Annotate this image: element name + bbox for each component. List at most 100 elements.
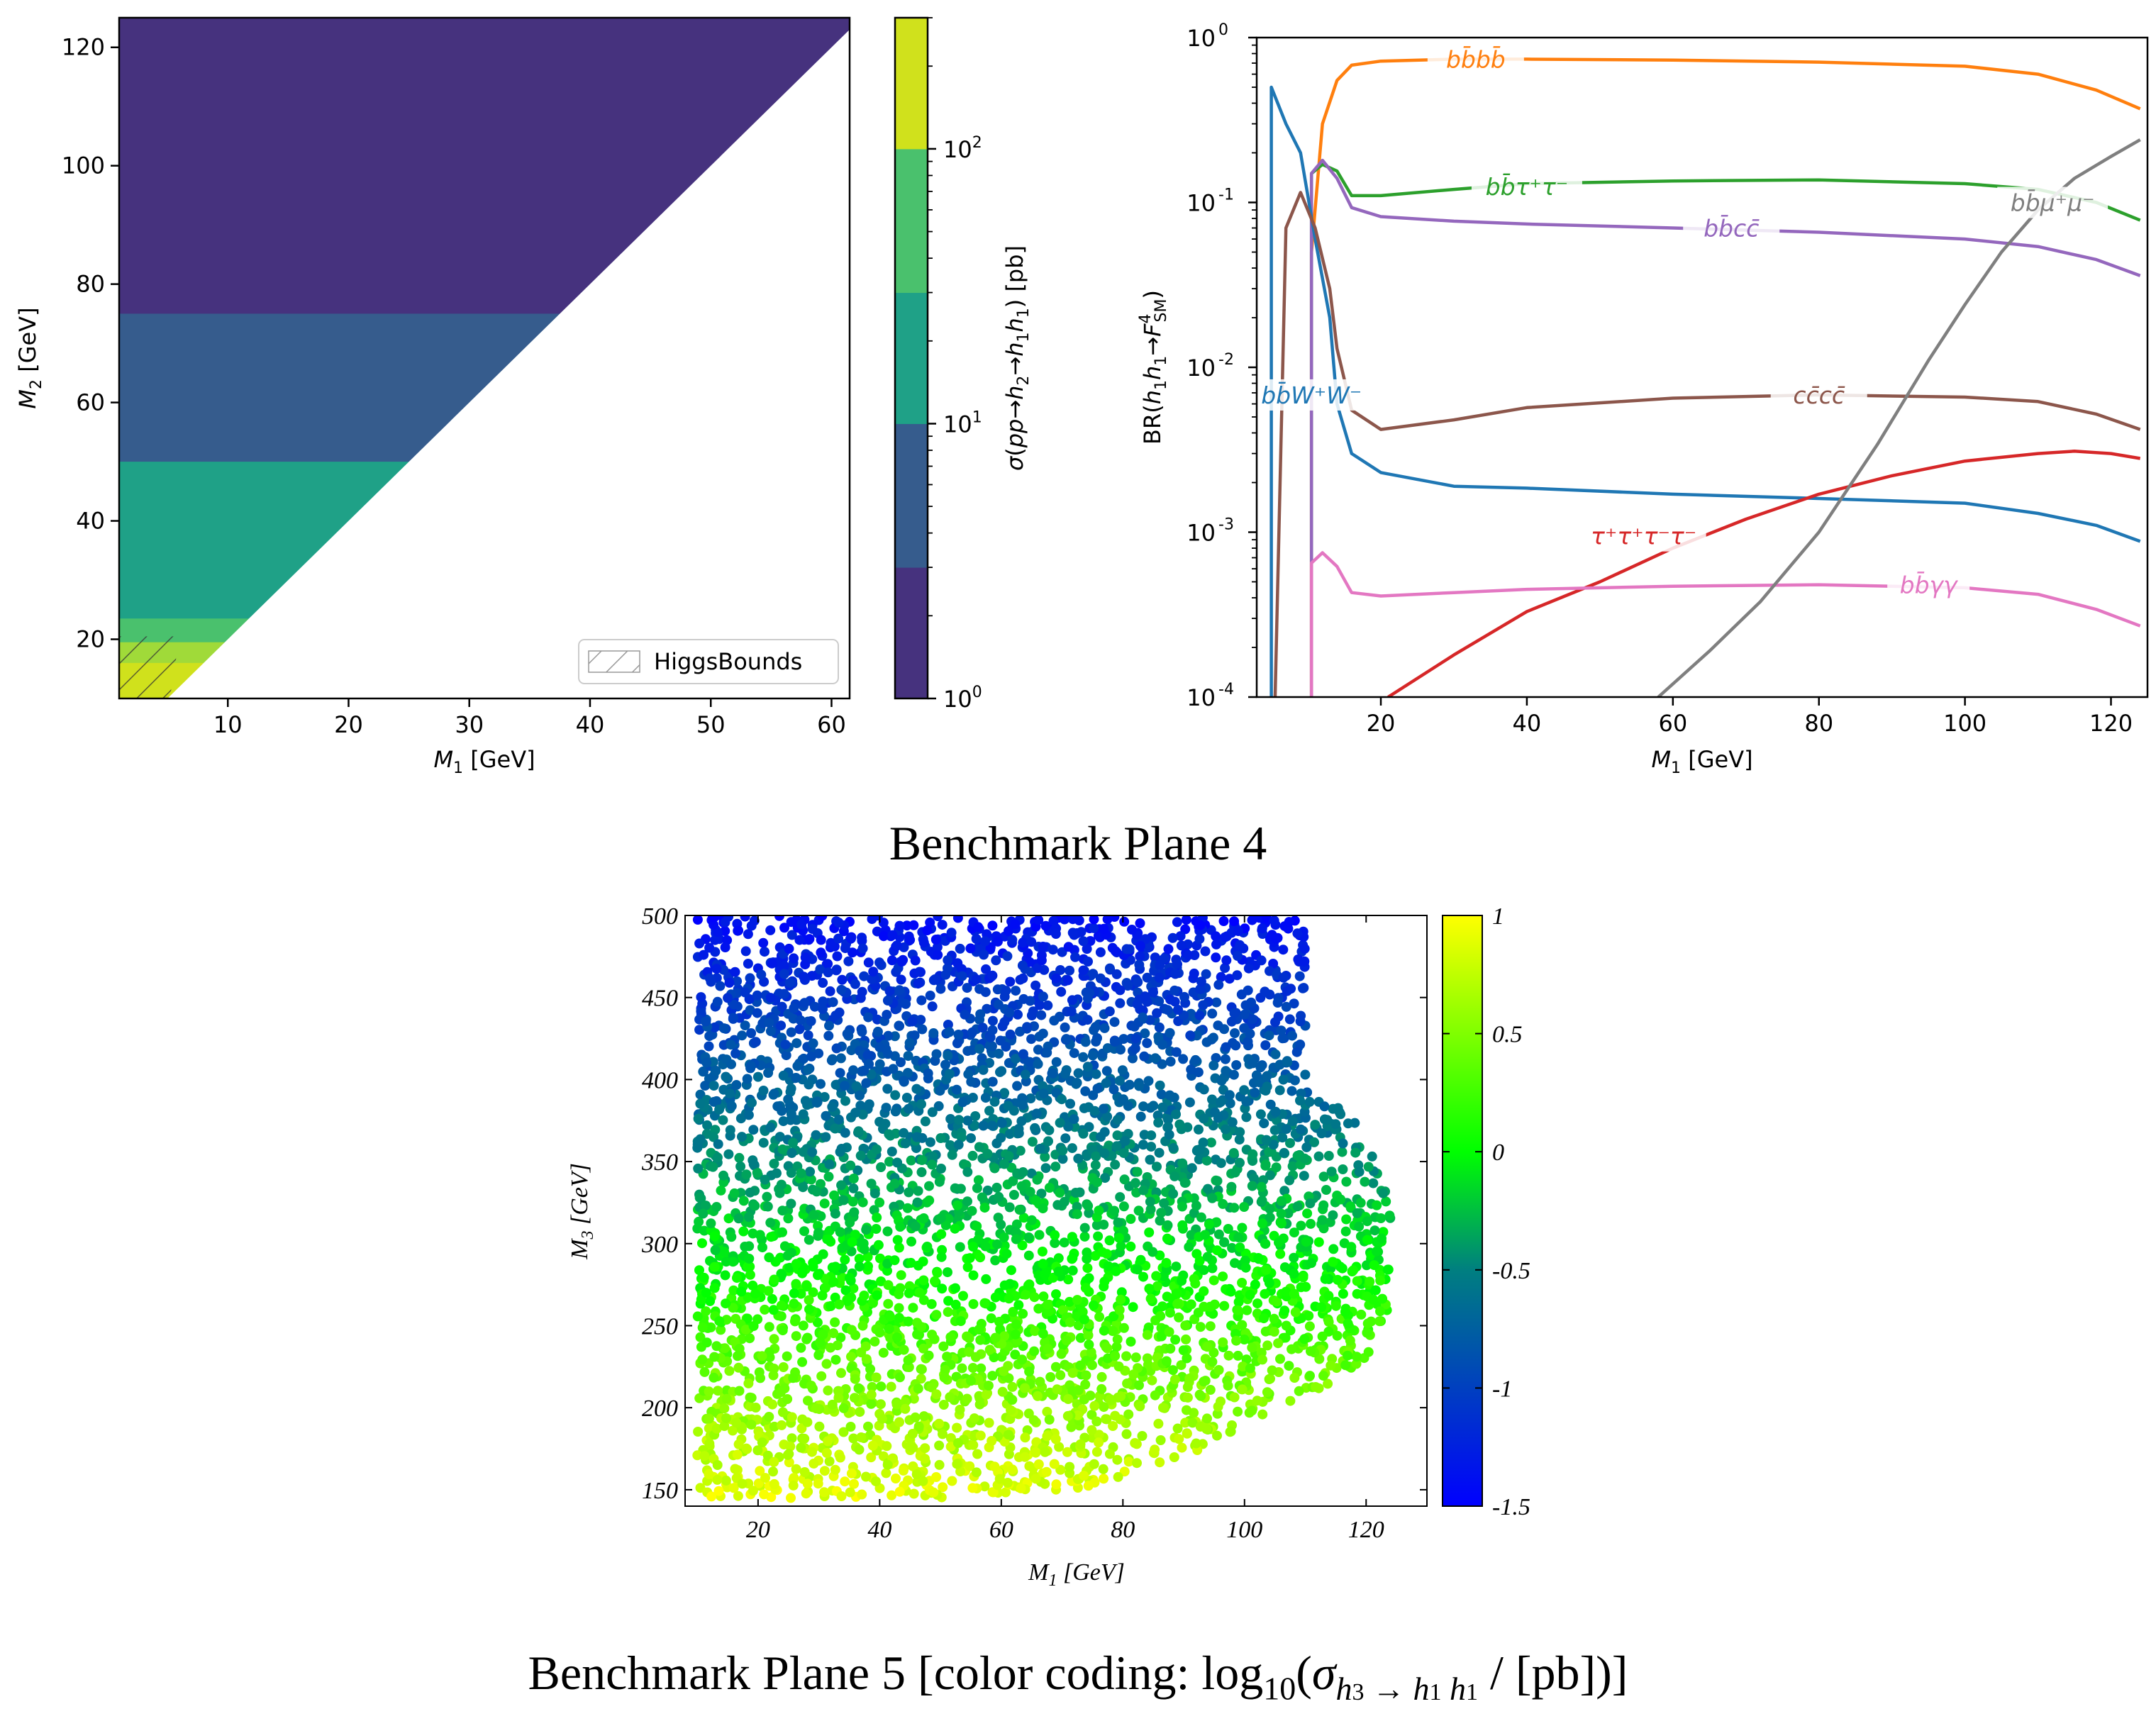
scatter-point	[969, 1413, 979, 1424]
scatter-point	[1212, 1408, 1223, 1419]
scatter-point	[1134, 1380, 1144, 1391]
scatter-point	[1119, 916, 1130, 927]
scatter-point	[975, 1252, 986, 1263]
scatter-point	[845, 1273, 855, 1283]
scatter-point	[819, 1487, 830, 1498]
scatter-point	[1269, 1313, 1279, 1324]
scatter-point	[734, 1386, 745, 1396]
scatter-point	[1087, 1425, 1097, 1435]
scatter-point	[789, 1473, 799, 1483]
scatter-point	[769, 1159, 779, 1169]
scatter-point	[838, 1195, 849, 1205]
scatter-point	[911, 1469, 922, 1480]
scatter-point	[762, 1191, 772, 1202]
scatter-point	[1067, 1265, 1078, 1276]
scatter-point	[850, 979, 860, 989]
scatter-point	[1186, 1230, 1196, 1240]
scatter-point	[1012, 1081, 1023, 1091]
scatter-point	[866, 1389, 877, 1400]
scatter-point	[779, 988, 789, 999]
scatter-point	[908, 1488, 919, 1499]
scatter-point	[709, 1132, 719, 1142]
scatter-point	[784, 943, 794, 954]
scatter-point	[1289, 1269, 1299, 1279]
scatter-point	[872, 1213, 882, 1222]
scatter-point	[871, 1476, 881, 1487]
scatter-point	[877, 1413, 887, 1424]
scatter-point	[1060, 915, 1069, 923]
scatter-point	[855, 993, 866, 1003]
scatter-point	[1099, 1325, 1109, 1336]
scatter-point	[1001, 1249, 1012, 1259]
scatter-point	[1163, 944, 1174, 954]
scatter-point	[1276, 1025, 1287, 1036]
scatter-point	[1279, 1262, 1290, 1273]
scatter-point	[863, 957, 874, 968]
scatter-point	[894, 1486, 905, 1497]
scatter-point	[1212, 1430, 1222, 1441]
scatter-point	[1018, 993, 1029, 1004]
higgsbounds-hatched-area	[119, 636, 180, 698]
scatter-point	[987, 1076, 998, 1087]
scatter-point	[938, 1341, 949, 1352]
scatter-point	[861, 1078, 872, 1088]
scatter-point	[831, 1043, 842, 1054]
scatter-point	[916, 1322, 927, 1332]
scatter-point	[1121, 1351, 1132, 1361]
scatter-point	[1088, 1090, 1099, 1101]
scatter-point	[1101, 1342, 1111, 1352]
scatter-point	[1018, 1167, 1028, 1177]
series-label-bbWW: bb̄μ⁺μ⁻	[2011, 188, 2095, 216]
scatter-point	[1323, 1379, 1333, 1389]
scatter-point	[1086, 1347, 1096, 1357]
x-tick-label: 40	[576, 711, 605, 738]
scatter-point	[1008, 1176, 1018, 1186]
scatter-point	[932, 1268, 943, 1278]
scatter-point	[1292, 1201, 1303, 1212]
scatter-point	[1034, 1031, 1045, 1042]
scatter-point	[1113, 1232, 1124, 1243]
scatter-point	[1072, 1209, 1082, 1220]
scatter-point	[1337, 1147, 1348, 1157]
scatter-point	[1296, 1220, 1306, 1231]
scatter-point	[701, 1057, 712, 1068]
scatter-point	[763, 1068, 774, 1078]
scatter-point	[778, 1116, 789, 1127]
scatter-point	[789, 1298, 799, 1309]
scatter-point	[823, 1171, 834, 1182]
scatter-point	[927, 1159, 938, 1170]
scatter-point	[1013, 1300, 1024, 1310]
scatter-point	[840, 1127, 850, 1138]
scatter-point	[1237, 1384, 1248, 1395]
scatter-point	[1088, 969, 1099, 979]
scatter-point	[917, 1155, 927, 1165]
scatter-point	[710, 1245, 721, 1255]
scatter-point	[1237, 1222, 1248, 1233]
y-tick-label: 100	[62, 152, 105, 179]
scatter-point	[912, 1197, 923, 1208]
scatter-point	[984, 1105, 994, 1116]
scatter-point	[892, 1332, 902, 1342]
x-tick-label: 40	[867, 1517, 891, 1543]
scatter-point	[1199, 1286, 1209, 1296]
scatter-point	[875, 1399, 886, 1410]
scatter-point	[943, 963, 952, 974]
scatter-point	[1065, 1098, 1075, 1109]
scatter-point	[1099, 1474, 1109, 1484]
scatter-point	[1118, 1322, 1129, 1333]
scatter-point	[1132, 1264, 1143, 1275]
scatter-point	[957, 971, 967, 981]
scatter-point	[821, 1132, 831, 1142]
scatter-point	[1172, 1298, 1183, 1309]
scatter-point	[1262, 1071, 1272, 1081]
scatter-point	[1031, 1196, 1041, 1206]
scatter-point	[711, 1423, 722, 1434]
scatter-point	[829, 1190, 840, 1201]
scatter-point	[894, 1020, 905, 1031]
scatter-point	[1011, 1319, 1021, 1330]
scatter-point	[1140, 934, 1150, 945]
scatter-point	[913, 1421, 924, 1432]
y-tick-label: 40	[76, 508, 105, 535]
scatter-point	[1145, 1293, 1156, 1304]
scatter-point	[1113, 1218, 1123, 1227]
